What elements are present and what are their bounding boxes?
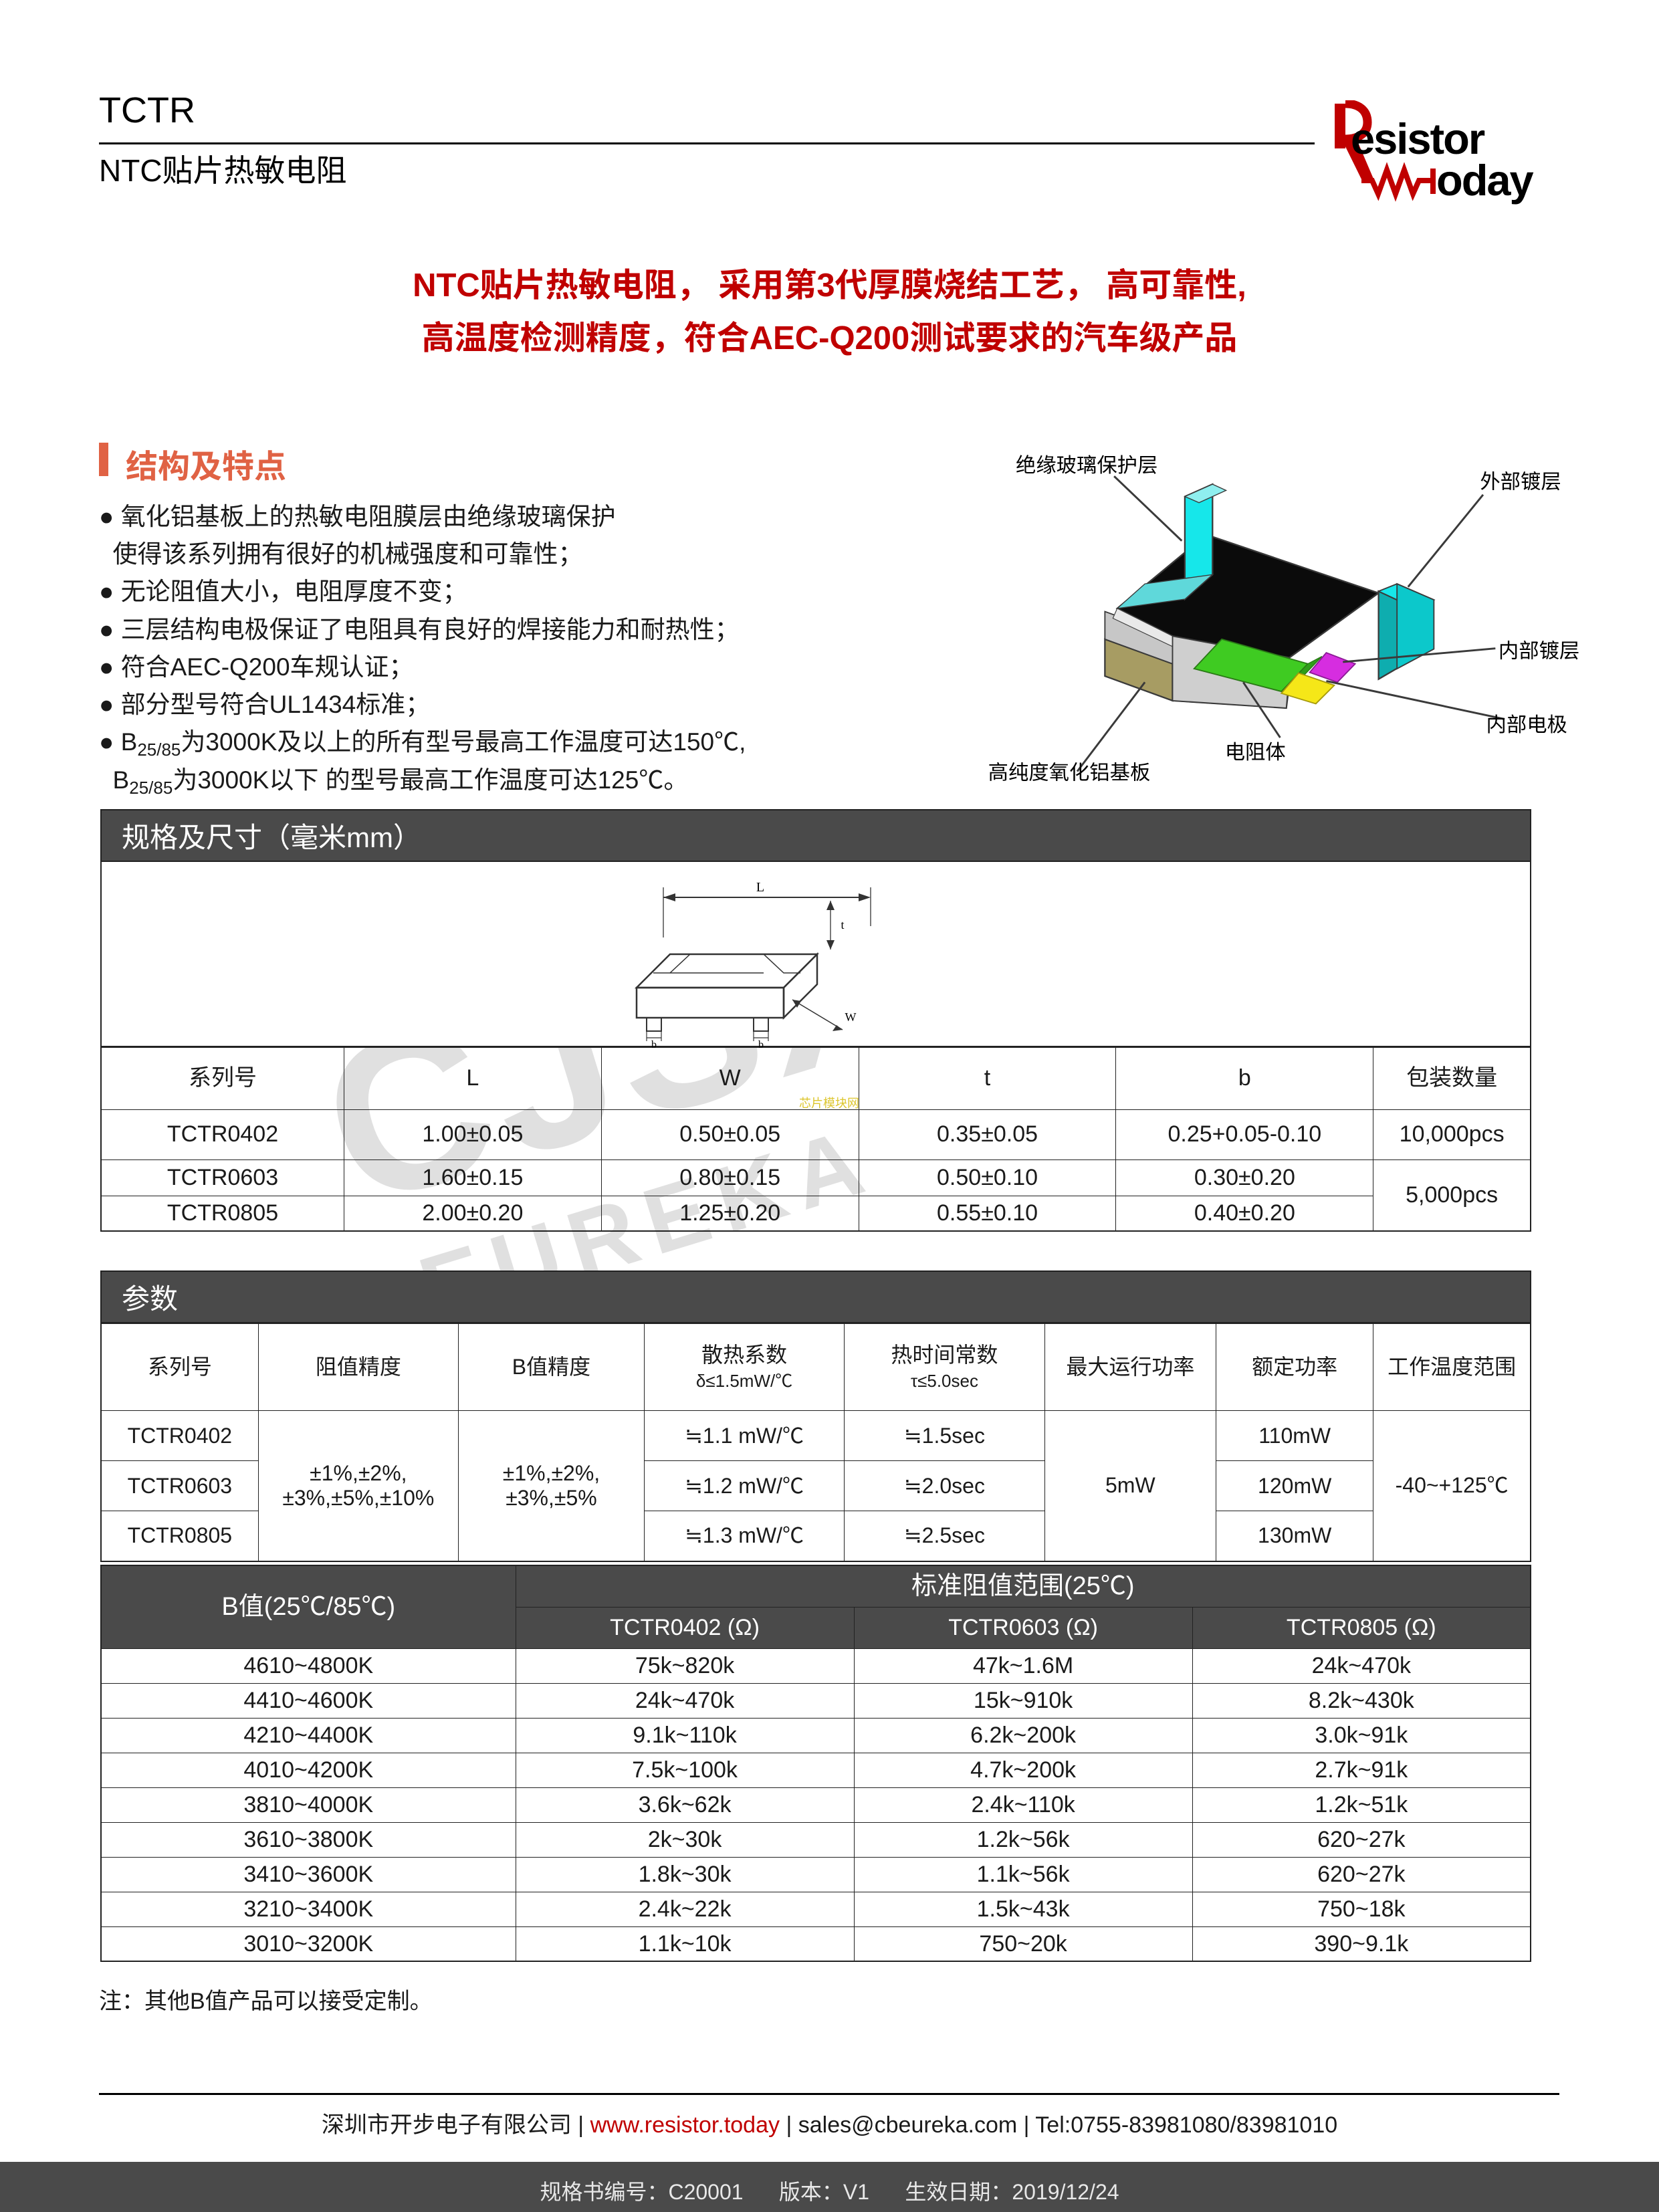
svg-text:oday: oday	[1436, 156, 1534, 205]
svg-text:内部镀层: 内部镀层	[1499, 639, 1579, 662]
svg-text:高纯度氧化铝基板: 高纯度氧化铝基板	[988, 762, 1151, 784]
svg-text:内部电极: 内部电极	[1486, 713, 1567, 736]
svg-text:t: t	[841, 918, 844, 931]
svg-text:b: b	[758, 1039, 764, 1048]
svg-text:电阻体: 电阻体	[1225, 741, 1286, 764]
svg-text:L: L	[756, 880, 764, 895]
svg-text:绝缘玻璃保护层: 绝缘玻璃保护层	[1016, 455, 1157, 477]
svg-text:W: W	[845, 1010, 857, 1024]
svg-text:外部镀层: 外部镀层	[1480, 471, 1561, 493]
svg-text:b: b	[651, 1039, 657, 1048]
